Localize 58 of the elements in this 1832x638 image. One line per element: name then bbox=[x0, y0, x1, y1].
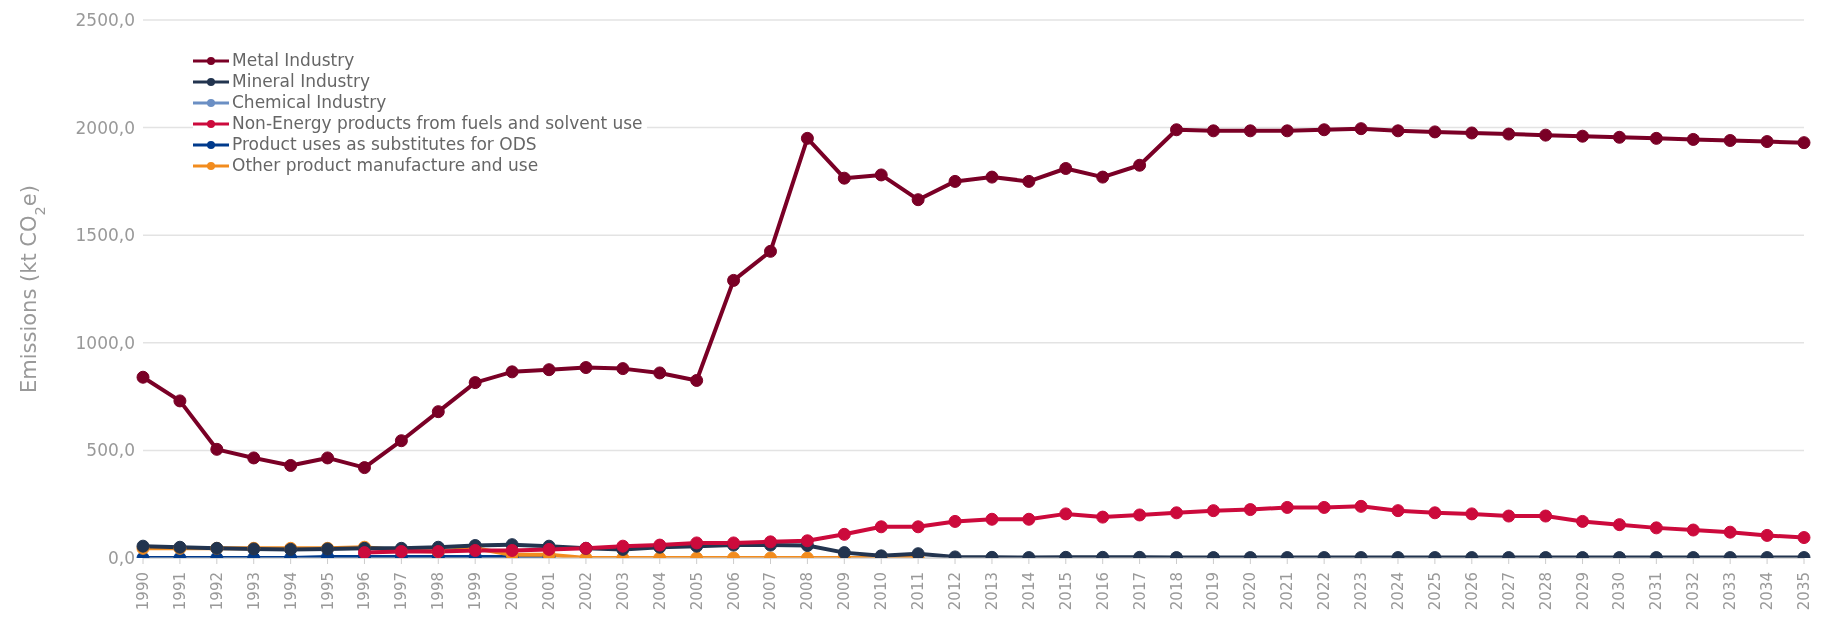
y-tick-label: 0,0 bbox=[107, 548, 135, 569]
y-tick-label: 1500,0 bbox=[75, 225, 135, 246]
legend-label: Metal Industry bbox=[232, 50, 355, 71]
x-tick-label: 2032 bbox=[1684, 572, 1703, 611]
legend-label: Product uses as substitutes for ODS bbox=[232, 134, 537, 155]
x-tick-label: 2008 bbox=[798, 572, 817, 611]
x-tick-label: 2026 bbox=[1462, 572, 1481, 611]
legend-label: Non-Energy products from fuels and solvent use bbox=[232, 113, 643, 134]
x-tick-label: 2007 bbox=[761, 572, 780, 611]
x-tick-label: 1998 bbox=[429, 572, 448, 611]
x-tick-label: 2027 bbox=[1499, 572, 1518, 611]
x-tick-label: 1992 bbox=[207, 572, 226, 611]
x-tick-label: 2014 bbox=[1019, 572, 1038, 611]
x-tick-label: 2012 bbox=[946, 572, 965, 611]
x-tick-label: 2009 bbox=[835, 572, 854, 611]
y-tick-label: 500,0 bbox=[86, 440, 135, 461]
x-tick-label: 2021 bbox=[1278, 572, 1297, 611]
x-tick-label: 2033 bbox=[1721, 572, 1740, 611]
x-tick-label: 2035 bbox=[1795, 572, 1813, 611]
x-tick-label: 2016 bbox=[1093, 572, 1112, 611]
x-tick-label: 2003 bbox=[613, 572, 632, 611]
x-tick-label: 1999 bbox=[466, 572, 485, 611]
x-tick-label: 2010 bbox=[872, 572, 891, 611]
x-tick-label: 1993 bbox=[244, 572, 263, 611]
x-tick-label: 1996 bbox=[355, 572, 374, 611]
y-tick-label: 2000,0 bbox=[75, 117, 135, 138]
x-tick-label: 2024 bbox=[1388, 572, 1407, 611]
x-tick-label: 1991 bbox=[170, 572, 189, 611]
x-tick-label: 2028 bbox=[1536, 572, 1555, 611]
x-tick-label: 2013 bbox=[982, 572, 1001, 611]
x-tick-label: 2022 bbox=[1315, 572, 1334, 611]
x-tick-label: 2019 bbox=[1204, 572, 1223, 611]
x-tick-label: 2025 bbox=[1425, 572, 1444, 611]
x-tick-label: 2000 bbox=[503, 572, 522, 611]
x-tick-label: 2017 bbox=[1130, 572, 1149, 611]
y-tick-label: 1000,0 bbox=[75, 332, 135, 353]
x-tick-label: 2029 bbox=[1573, 572, 1592, 611]
legend-label: Other product manufacture and use bbox=[232, 155, 539, 176]
x-tick-label: 2015 bbox=[1056, 572, 1075, 611]
x-tick-label: 2020 bbox=[1241, 572, 1260, 611]
x-tick-label: 2002 bbox=[576, 572, 595, 611]
legend-label: Chemical Industry bbox=[232, 92, 387, 113]
x-tick-label: 2005 bbox=[687, 572, 706, 611]
x-tick-label: 2006 bbox=[724, 572, 743, 611]
y-tick-label: 2500,0 bbox=[75, 10, 135, 31]
x-tick-label: 2030 bbox=[1610, 572, 1629, 611]
x-tick-label: 2001 bbox=[540, 572, 559, 611]
x-tick-label: 2011 bbox=[909, 572, 928, 611]
x-tick-label: 1994 bbox=[281, 572, 300, 611]
x-tick-label: 1995 bbox=[318, 572, 337, 611]
x-tick-label: 1990 bbox=[134, 572, 152, 611]
x-tick-label: 2034 bbox=[1758, 572, 1777, 611]
x-tick-label: 2018 bbox=[1167, 572, 1186, 611]
x-tick-label: 2031 bbox=[1647, 572, 1666, 611]
legend-label: Mineral Industry bbox=[232, 71, 371, 92]
x-tick-label: 2023 bbox=[1352, 572, 1371, 611]
x-tick-label: 2004 bbox=[650, 572, 669, 611]
x-tick-label: 1997 bbox=[392, 572, 411, 611]
